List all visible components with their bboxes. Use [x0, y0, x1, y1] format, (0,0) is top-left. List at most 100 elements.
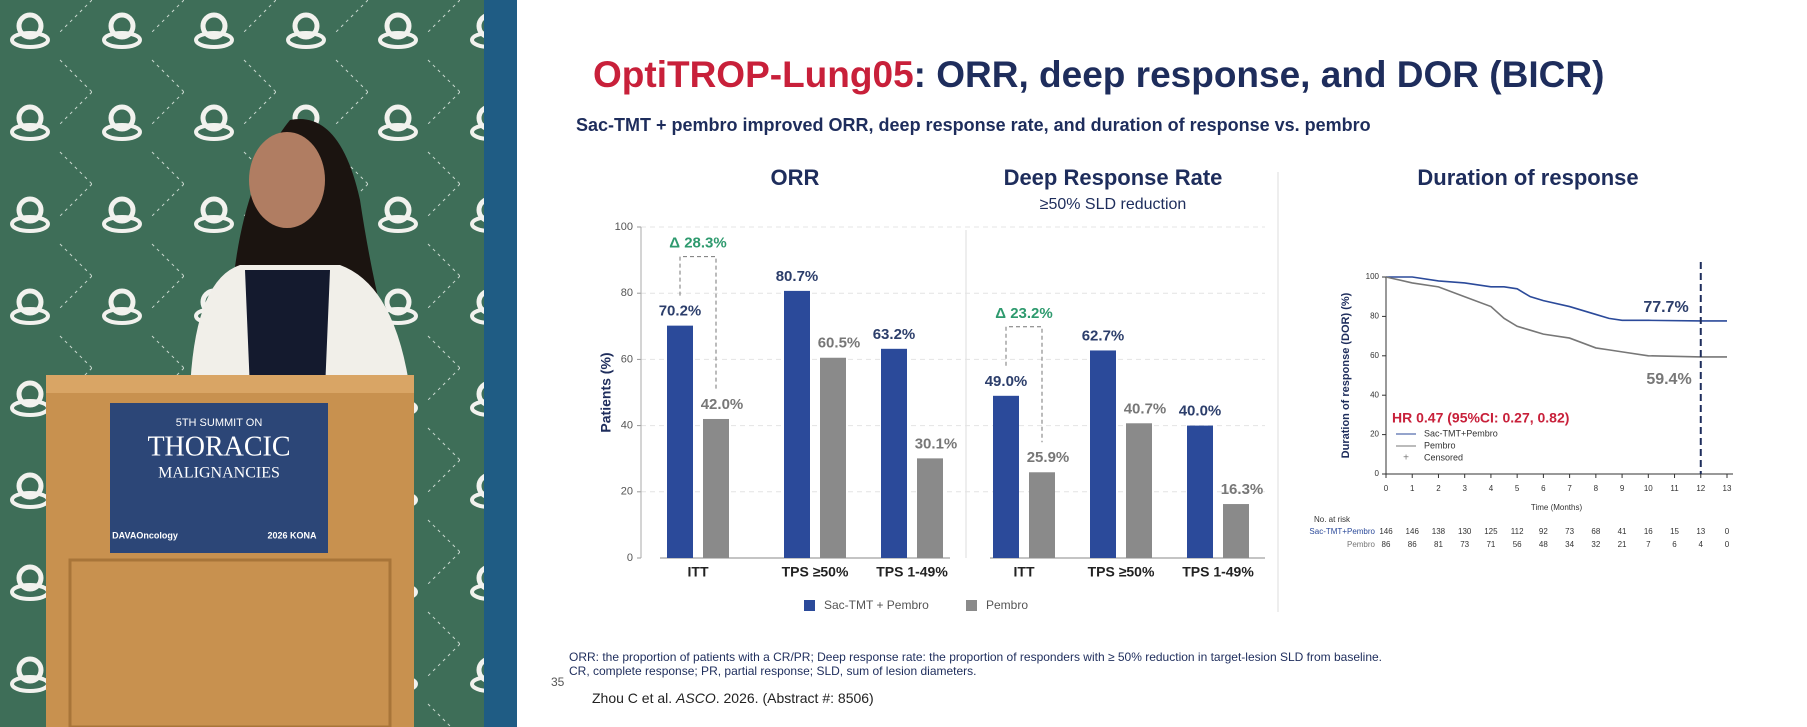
- y-tick-label: 60: [621, 353, 633, 365]
- x-tick-label: 0: [1384, 484, 1389, 493]
- risk-count: 73: [1565, 527, 1574, 536]
- sign-text: 5TH SUMMIT ON: [176, 417, 263, 429]
- risk-count: 4: [1699, 540, 1704, 549]
- y-tick-label: 80: [621, 287, 633, 299]
- legend-label: Sac-TMT + Pembro: [824, 598, 929, 612]
- risk-count: 0: [1725, 540, 1730, 549]
- risk-count: 6: [1672, 540, 1677, 549]
- risk-count: 0: [1725, 527, 1730, 536]
- risk-row-label: Sac-TMT+Pembro: [1309, 527, 1375, 536]
- risk-count: 16: [1644, 527, 1653, 536]
- value-label: 80.7%: [776, 268, 819, 285]
- video-panel: [0, 0, 484, 727]
- x-tick-label: 13: [1723, 484, 1732, 493]
- risk-count: 56: [1513, 540, 1522, 549]
- x-tick-label: 5: [1515, 484, 1520, 493]
- bar: [1126, 423, 1152, 558]
- page-number: 35: [551, 675, 565, 689]
- risk-count: 73: [1460, 540, 1469, 549]
- value-label: 40.0%: [1179, 403, 1222, 420]
- bar: [703, 418, 729, 558]
- value-label: 16.3%: [1221, 481, 1264, 498]
- delta-bracket: [679, 256, 717, 389]
- risk-count: 130: [1458, 527, 1472, 536]
- sign-text: THORACIC: [147, 431, 290, 462]
- x-tick-label: 10: [1644, 484, 1653, 493]
- y-tick-label: 0: [627, 552, 633, 564]
- x-tick-label: 6: [1541, 484, 1546, 493]
- bar: [917, 458, 943, 558]
- annotation: HR 0.47 (95%CI: 0.27, 0.82): [1392, 410, 1569, 426]
- delta-bracket: [1005, 326, 1043, 443]
- bar: [881, 348, 907, 558]
- y-tick-label: 80: [1370, 312, 1379, 321]
- risk-count: 112: [1511, 527, 1524, 536]
- risk-count: 48: [1539, 540, 1548, 549]
- y-tick-label: 40: [1370, 390, 1379, 399]
- risk-count: 68: [1591, 527, 1600, 536]
- slide-subtitle: Sac-TMT + pembro improved ORR, deep resp…: [576, 115, 1371, 135]
- value-label: 62.7%: [1082, 327, 1125, 344]
- legend-label: Pembro: [986, 598, 1028, 612]
- annotation: 59.4%: [1646, 371, 1691, 388]
- sign-text: DAVAOncology: [112, 530, 178, 540]
- sign-text: 2026 KONA: [267, 530, 317, 540]
- x-tick-label: ITT: [1014, 564, 1035, 580]
- bar: [667, 325, 693, 558]
- slide-title: OptiTROP-Lung05: ORR, deep response, and…: [593, 54, 1604, 95]
- y-axis-label: Patients (%): [598, 352, 614, 432]
- km-curve: [1385, 276, 1727, 358]
- x-tick-label: TPS 1-49%: [1182, 564, 1254, 580]
- value-label: 30.1%: [915, 435, 958, 452]
- risk-table-title: No. at risk: [1314, 515, 1351, 524]
- y-axis-label: Duration of response (DOR) (%): [1340, 292, 1352, 458]
- legend-label: Censored: [1424, 452, 1463, 462]
- x-tick-label: 4: [1489, 484, 1494, 493]
- value-label: 25.9%: [1027, 449, 1070, 466]
- value-label: 63.2%: [873, 326, 916, 343]
- x-tick-label: 1: [1410, 484, 1415, 493]
- slide: [517, 0, 1807, 723]
- chart-subtitle: ≥50% SLD reduction: [1040, 196, 1187, 213]
- chart-title: Duration of response: [1417, 165, 1638, 190]
- risk-count: 21: [1618, 540, 1627, 549]
- risk-count: 34: [1565, 540, 1574, 549]
- y-tick-label: 100: [615, 221, 633, 233]
- risk-count: 146: [1379, 527, 1393, 536]
- risk-count: 81: [1434, 540, 1443, 549]
- value-label: 42.0%: [701, 396, 744, 413]
- y-tick-label: 100: [1366, 272, 1380, 281]
- frame-strip: [484, 0, 517, 727]
- risk-count: 125: [1484, 527, 1498, 536]
- risk-count: 13: [1696, 527, 1705, 536]
- risk-count: 92: [1539, 527, 1548, 536]
- legend-label: Sac-TMT+Pembro: [1424, 428, 1498, 438]
- citation-part: Zhou C et al.: [592, 690, 676, 706]
- x-tick-label: 8: [1594, 484, 1599, 493]
- value-label: 40.7%: [1124, 400, 1167, 417]
- bar: [1029, 472, 1055, 558]
- x-tick-label: 11: [1670, 484, 1679, 493]
- footnote: CR, complete response; PR, partial respo…: [569, 664, 977, 678]
- risk-count: 41: [1618, 527, 1627, 536]
- risk-count: 71: [1486, 540, 1495, 549]
- risk-count: 86: [1408, 540, 1417, 549]
- y-tick-label: 0: [1375, 469, 1380, 478]
- km-curve: [1386, 276, 1727, 322]
- risk-count: 86: [1382, 540, 1391, 549]
- x-axis-label: Time (Months): [1531, 503, 1583, 512]
- chart-title: Deep Response Rate: [1004, 165, 1223, 190]
- citation-part: ASCO: [675, 690, 716, 706]
- bar: [993, 395, 1019, 558]
- bar: [1090, 350, 1116, 558]
- x-tick-label: ITT: [688, 564, 709, 580]
- bar: [820, 357, 846, 558]
- value-label: 70.2%: [659, 303, 702, 320]
- delta-annotation: Δ 28.3%: [669, 235, 726, 252]
- x-tick-label: TPS ≥50%: [782, 564, 849, 580]
- legend-swatch: [804, 600, 815, 611]
- risk-count: 138: [1432, 527, 1446, 536]
- legend-label: Pembro: [1424, 440, 1456, 450]
- risk-count: 146: [1406, 527, 1420, 536]
